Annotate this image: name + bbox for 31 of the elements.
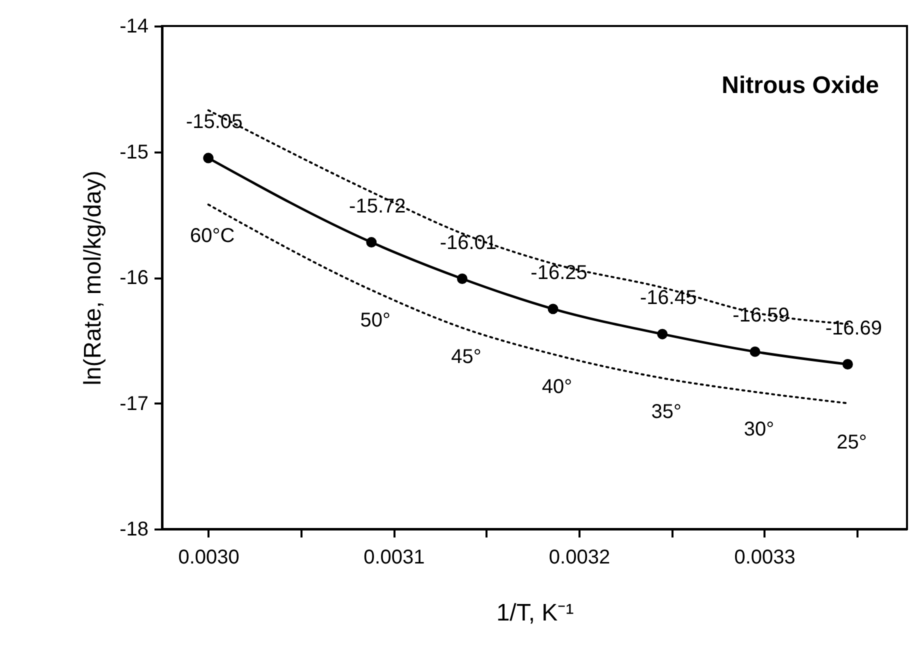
x-tick-label: 0.0033 — [734, 546, 796, 568]
annotation: 25° — [836, 431, 867, 454]
point — [366, 237, 377, 248]
x-axis-title: 1/T, K⁻¹ — [496, 600, 574, 626]
annotation: 45° — [451, 346, 482, 368]
y-tick-label: -15 — [120, 141, 148, 164]
data-label: -16.45 — [640, 287, 697, 310]
point — [203, 152, 214, 164]
annotation: 35° — [651, 401, 682, 424]
text: Nitrous Oxide — [722, 72, 879, 99]
data-label: -16.01 — [440, 232, 497, 254]
data-label: -16.25 — [530, 262, 588, 284]
y-tick-label: -16 — [120, 267, 148, 289]
x-tick-label: 0.0032 — [548, 546, 610, 568]
annotation: 50° — [360, 309, 391, 332]
x-tick-label: 0.0030 — [178, 546, 240, 568]
point — [548, 304, 558, 314]
annotation: 60°C — [190, 225, 235, 248]
point — [456, 274, 468, 284]
y-tick-label: -18 — [120, 518, 148, 540]
data-label: -15.72 — [349, 195, 406, 218]
point — [750, 346, 760, 357]
y-tick-label: -14 — [120, 16, 148, 38]
y-tick-label: -17 — [120, 392, 148, 415]
annotation: 40° — [542, 376, 572, 398]
data-label: -16.69 — [825, 317, 882, 340]
annotation: 30° — [744, 418, 774, 441]
y-axis-title: ln(Rate, mol/kg/day) — [80, 170, 107, 386]
point — [842, 359, 853, 370]
x-tick-label: 0.0031 — [364, 546, 425, 568]
point — [657, 328, 668, 340]
